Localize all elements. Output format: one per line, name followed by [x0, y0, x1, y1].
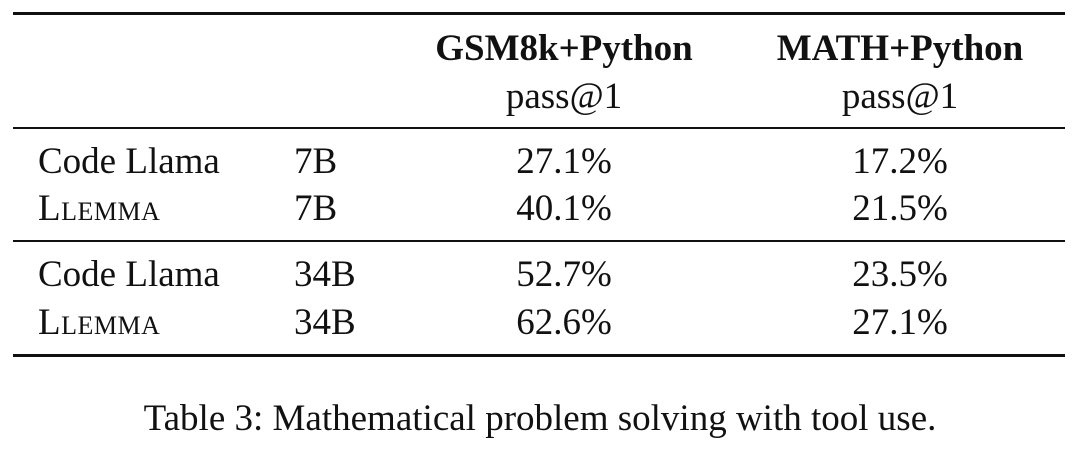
row-model-size: 34B [294, 254, 356, 295]
row-model-name: Llemma [38, 302, 161, 343]
row-math-score: 23.5% [852, 254, 948, 295]
header-gsm8k-metric: pass@1 [505, 76, 623, 117]
row-gsm8k-score: 62.6% [516, 302, 612, 343]
row-model-size: 7B [294, 188, 338, 229]
row-gsm8k-score: 27.1% [516, 141, 612, 182]
row-math-score: 17.2% [852, 141, 948, 182]
header-math-metric: pass@1 [841, 76, 959, 117]
row-model-size: 7B [294, 141, 338, 182]
row-model-size: 34B [294, 302, 356, 343]
row-gsm8k-score: 40.1% [516, 188, 612, 229]
row-math-score: 27.1% [852, 302, 948, 343]
bottom-rule [13, 354, 1065, 357]
row-math-score: 21.5% [852, 188, 948, 229]
row-gsm8k-score: 52.7% [516, 254, 612, 295]
row-model-name: Llemma [38, 188, 161, 229]
row-model-name: Code Llama [38, 141, 220, 182]
header-math-title: MATH+Python [776, 28, 1024, 69]
row-model-name: Code Llama [38, 254, 220, 295]
table-caption: Table 3: Mathematical problem solving wi… [143, 398, 937, 439]
top-rule [13, 12, 1065, 15]
group-rule [13, 240, 1065, 242]
header-gsm8k-title: GSM8k+Python [435, 28, 693, 69]
header-rule [13, 127, 1065, 129]
